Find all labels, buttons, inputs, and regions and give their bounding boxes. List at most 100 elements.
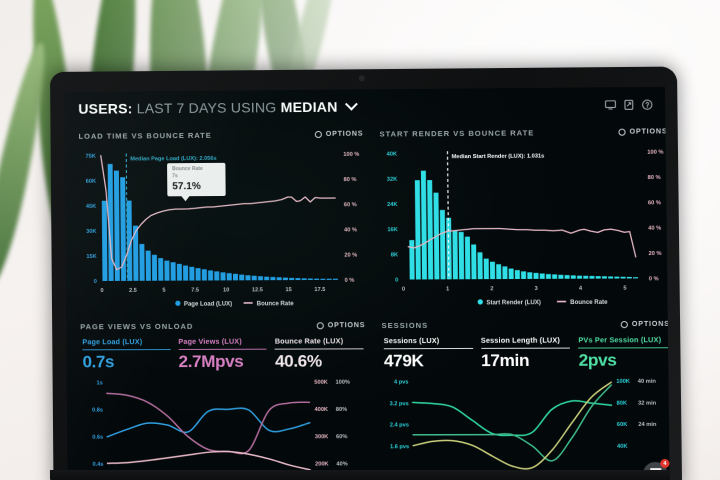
title-range: LAST 7 DAYS — [136, 99, 227, 117]
svg-text:300K: 300K — [315, 434, 329, 440]
svg-text:60K: 60K — [617, 422, 628, 428]
mobile-icon[interactable] — [623, 99, 634, 110]
options-button[interactable]: OPTIONS — [618, 128, 668, 136]
gear-icon — [620, 320, 628, 328]
svg-text:0: 0 — [402, 287, 405, 293]
chart-start-render-vs-bounce-rate[interactable]: 0 8K 16K 24K 32K 40K 0 % 20 % 40 % 60 % 80 % 100 % 0… — [380, 141, 670, 309]
svg-text:5: 5 — [623, 286, 626, 292]
help-icon[interactable] — [642, 99, 653, 110]
svg-text:3.2 pvs: 3.2 pvs — [389, 401, 408, 407]
kpi-rule — [178, 348, 267, 350]
panel-title: START RENDER VS BOUNCE RATE — [379, 127, 535, 139]
svg-text:200K: 200K — [315, 462, 329, 468]
svg-text:Bounce Rate: Bounce Rate — [570, 300, 608, 306]
kpi-rule — [82, 349, 171, 351]
panel-title: PAGE VIEWS VS ONLOAD — [80, 321, 194, 331]
panel-header: START RENDER VS BOUNCE RATE OPTIONS — [379, 123, 667, 141]
svg-text:40 %: 40 % — [344, 227, 357, 233]
svg-text:0.8s: 0.8s — [92, 408, 103, 414]
kpi-label: Bounce Rate (LUX) — [274, 336, 344, 346]
svg-text:100 %: 100 % — [343, 152, 359, 158]
kpi-session-length[interactable]: Session Length (LUX) 17min — [480, 335, 571, 370]
kpi-rule — [480, 347, 571, 349]
kpi-sessions[interactable]: Sessions (LUX) 479K — [384, 336, 473, 370]
laptop: USERS: LAST 7 DAYS USING MEDIAN — [50, 66, 683, 480]
chart-sessions[interactable]: 1.6 pvs 2.4 pvs 3.2 pvs 4 pvs 40K 60K 80K 100K 2… — [382, 369, 670, 479]
svg-text:400K: 400K — [315, 407, 329, 413]
svg-text:60%: 60% — [336, 434, 347, 440]
kpi-page-load[interactable]: Page Load (LUX) 0.7s — [82, 337, 171, 371]
chevron-down-icon[interactable] — [344, 97, 358, 111]
panel-start-render-vs-bounce-rate: START RENDER VS BOUNCE RATE OPTIONS 0 8K 1… — [373, 121, 670, 315]
kpi-rule — [383, 347, 473, 350]
title-using: USING — [230, 99, 277, 116]
svg-text:32K: 32K — [387, 177, 397, 183]
svg-text:8K: 8K — [391, 252, 398, 258]
dashboard-screen: USERS: LAST 7 DAYS USING MEDIAN — [64, 86, 670, 480]
tooltip-tail — [181, 195, 190, 201]
kpi-label: Page Load (LUX) — [82, 337, 143, 347]
svg-text:60 %: 60 % — [344, 202, 357, 208]
svg-text:500K: 500K — [314, 380, 328, 386]
kpi-label: Page Views (LUX) — [178, 336, 242, 346]
svg-text:40K: 40K — [617, 444, 628, 450]
svg-text:24K: 24K — [387, 202, 397, 208]
gear-icon — [314, 130, 322, 138]
svg-text:7.5: 7.5 — [191, 288, 199, 294]
svg-text:60 %: 60 % — [648, 200, 661, 206]
svg-text:Start Render (LUX): Start Render (LUX) — [486, 300, 541, 306]
kpi-page-views[interactable]: Page Views (LUX) 2.7Mpvs — [178, 337, 267, 371]
desktop-icon[interactable] — [605, 99, 616, 110]
svg-text:40K: 40K — [387, 152, 397, 158]
svg-text:3: 3 — [535, 286, 538, 292]
svg-text:80 %: 80 % — [648, 175, 661, 181]
tooltip-value: 57.1% — [172, 180, 201, 192]
kpi-label: PVs Per Session (LUX) — [578, 335, 662, 345]
kpi-value: 479K — [383, 351, 424, 371]
svg-text:40%: 40% — [336, 462, 347, 468]
svg-text:10: 10 — [223, 287, 229, 293]
svg-text:80%: 80% — [336, 407, 347, 413]
svg-text:80K: 80K — [617, 400, 628, 406]
svg-text:16K: 16K — [387, 227, 397, 233]
panel-header: LOAD TIME VS BOUNCE RATE OPTIONS — [78, 126, 364, 144]
kpi-pvs-per-session[interactable]: PVs Per Session (LUX) 2pvs — [578, 335, 669, 370]
chart-load-time-vs-bounce-rate[interactable]: 0 15K 30K 45K 60K 75K 0 % 20 % 40 % 60 % 80 % 100 %… — [79, 144, 366, 311]
kpi-label: Sessions (LUX) — [383, 335, 440, 346]
kpi-rule — [274, 348, 364, 350]
options-button[interactable]: OPTIONS — [620, 320, 670, 328]
kpi-bounce-rate[interactable]: Bounce Rate (LUX) 40.6% — [274, 336, 364, 371]
header-icon-group — [605, 99, 653, 111]
options-button[interactable]: OPTIONS — [314, 130, 364, 138]
panel-page-views-vs-onload: PAGE VIEWS VS ONLOAD OPTIONS Page Load (… — [74, 315, 373, 480]
kpi-value: 2.7Mpvs — [178, 351, 244, 372]
options-label: OPTIONS — [631, 320, 670, 328]
svg-text:100 %: 100 % — [647, 150, 663, 156]
gear-icon — [316, 321, 324, 329]
panel-header: PAGE VIEWS VS ONLOAD OPTIONS — [80, 317, 365, 334]
svg-text:20 %: 20 % — [648, 251, 661, 257]
gear-icon — [618, 128, 626, 136]
kpi-value: 2pvs — [578, 350, 617, 370]
dashboard-grid: LOAD TIME VS BOUNCE RATE OPTIONS 0 15K 30K… — [64, 121, 670, 480]
svg-text:Median Page Load (LUX): 2.056s: Median Page Load (LUX): 2.056s — [130, 156, 216, 163]
svg-text:40 min: 40 min — [638, 379, 657, 385]
options-button[interactable]: OPTIONS — [316, 321, 366, 329]
svg-text:4: 4 — [579, 286, 583, 292]
panel-title: LOAD TIME VS BOUNCE RATE — [78, 130, 212, 141]
options-label: OPTIONS — [325, 130, 364, 138]
options-label: OPTIONS — [327, 321, 366, 329]
svg-text:75K: 75K — [85, 154, 95, 160]
svg-text:45K: 45K — [86, 204, 96, 210]
panel-title: SESSIONS — [381, 320, 429, 330]
page-title[interactable]: USERS: LAST 7 DAYS USING MEDIAN — [78, 97, 358, 117]
kpi-rule — [578, 347, 669, 349]
panel-header: SESSIONS OPTIONS — [381, 316, 669, 333]
chart-page-views-vs-onload[interactable]: 0.4s 0.6s 0.8s 1s 200K 300K 400K 500K 40% 60% 80% 1… — [81, 370, 367, 479]
svg-text:15K: 15K — [86, 254, 96, 260]
laptop-base — [50, 470, 670, 480]
svg-text:0.4s: 0.4s — [93, 462, 104, 468]
svg-text:24 min: 24 min — [638, 422, 657, 428]
svg-text:4 pvs: 4 pvs — [394, 379, 409, 385]
